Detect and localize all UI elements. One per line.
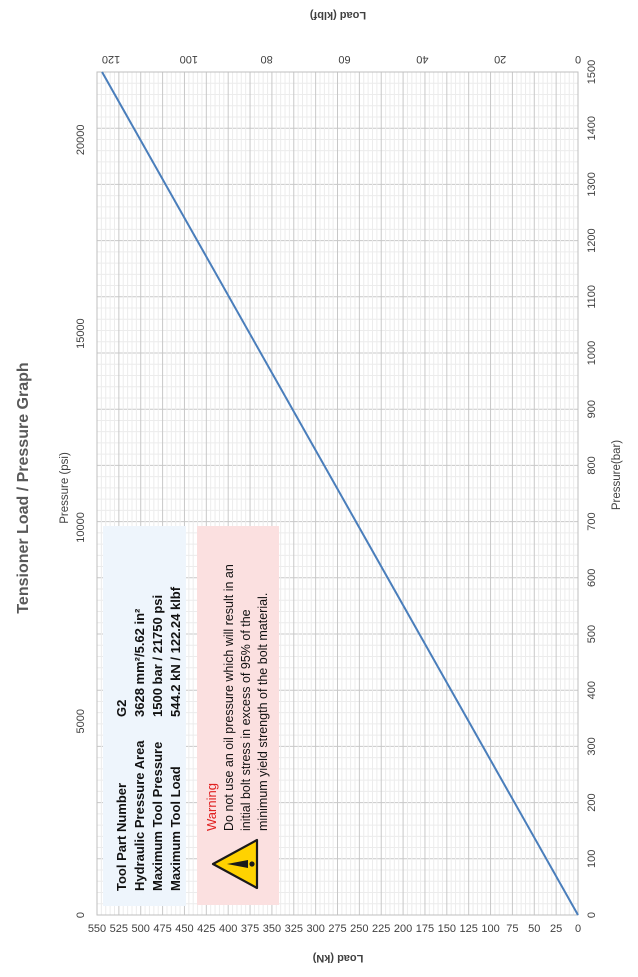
tick-label-pressure-psi: 5000 — [75, 709, 87, 733]
info-row-value: 544.2 kN / 122.24 klbf — [168, 586, 183, 717]
titles: Tensioner Load / Pressure Graph Pressure … — [15, 9, 623, 964]
tick-label-load-kn: 500 — [132, 923, 150, 935]
tick-label-pressure-bar: 400 — [586, 681, 598, 699]
tick-label-load-kn: 400 — [219, 923, 237, 935]
tick-label-load-klbf: 20 — [494, 53, 506, 65]
tick-label-pressure-bar: 300 — [586, 737, 598, 755]
tick-label-pressure-bar: 1300 — [586, 172, 598, 196]
info-row-label: Maximum Tool Pressure — [150, 742, 165, 891]
tick-label-pressure-psi: 20000 — [75, 125, 87, 156]
tick-label-pressure-bar: 1200 — [586, 228, 598, 252]
info-row-label: Maximum Tool Load — [168, 766, 183, 891]
tick-label-load-kn: 75 — [506, 923, 518, 935]
info-row-label: Hydraulic Pressure Area — [132, 740, 147, 891]
tick-label-load-kn: 300 — [306, 923, 324, 935]
axis-label-pressure-psi: Pressure (psi) — [59, 452, 71, 524]
tick-label-load-kn: 175 — [416, 923, 434, 935]
tick-label-pressure-bar: 0 — [586, 912, 598, 918]
axis-label-load-klbf: Load (klbf) — [310, 9, 367, 21]
annotation-boxes: Tool Part Number G2 Hydraulic Pressure Are… — [103, 526, 279, 906]
tick-label-pressure-psi: 15000 — [75, 318, 87, 349]
tick-label-load-kn: 350 — [263, 923, 281, 935]
tick-label-pressure-bar: 1100 — [586, 285, 598, 309]
warning-title: Warning — [204, 783, 219, 831]
plot-area-border — [96, 71, 579, 916]
warning-text-line: initial bolt stress in excess of 95% of … — [239, 609, 253, 831]
info-row-value: 1500 bar / 21750 psi — [150, 595, 165, 717]
tick-label-load-klbf: 120 — [102, 53, 120, 65]
axis-label-load-kn: Load (kN) — [312, 952, 363, 964]
info-row-value: G2 — [114, 700, 129, 717]
tick-label-pressure-bar: 1400 — [586, 116, 598, 140]
tick-label-pressure-bar: 800 — [586, 456, 598, 474]
warning-triangle-icon — [211, 838, 259, 890]
axis-label-pressure-bar: Pressure(bar) — [611, 440, 623, 510]
tick-label-pressure-bar: 200 — [586, 793, 598, 811]
tick-label-load-kn: 200 — [394, 923, 412, 935]
series-line — [101, 71, 579, 916]
tick-label-load-kn: 425 — [197, 923, 215, 935]
tick-label-pressure-bar: 1500 — [586, 60, 598, 84]
tick-label-load-kn: 100 — [481, 923, 499, 935]
tick-label-load-kn: 250 — [350, 923, 368, 935]
tick-label-pressure-bar: 500 — [586, 625, 598, 643]
tick-label-pressure-bar: 100 — [586, 850, 598, 868]
tick-label-load-kn: 0 — [575, 923, 581, 935]
tick-label-load-kn: 25 — [550, 923, 562, 935]
tick-label-load-kn: 50 — [528, 923, 540, 935]
tick-label-load-kn: 225 — [372, 923, 390, 935]
tick-label-load-klbf: 40 — [416, 53, 428, 65]
series-layer — [101, 71, 579, 916]
tick-label-load-kn: 550 — [88, 923, 106, 935]
tick-label-load-kn: 525 — [110, 923, 128, 935]
info-box — [103, 526, 186, 906]
tick-label-load-klbf: 60 — [338, 53, 350, 65]
tick-label-pressure-bar: 900 — [586, 400, 598, 418]
tick-label-load-kn: 375 — [241, 923, 259, 935]
tick-label-pressure-psi: 10000 — [75, 512, 87, 543]
tick-label-load-kn: 450 — [175, 923, 193, 935]
tick-label-load-kn: 275 — [328, 923, 346, 935]
info-row-value: 3628 mm²/5.62 in² — [132, 608, 147, 717]
warning-exclamation-dot — [249, 861, 255, 867]
tick-label-pressure-bar: 600 — [586, 569, 598, 587]
tick-label-load-kn: 125 — [460, 923, 478, 935]
info-row-label: Tool Part Number — [114, 783, 129, 891]
tick-label-load-kn: 325 — [285, 923, 303, 935]
tick-label-pressure-bar: 700 — [586, 512, 598, 530]
warning-text-line: minimum yield strength of the bolt mater… — [256, 593, 270, 831]
tick-label-load-klbf: 100 — [180, 53, 198, 65]
tick-label-load-klbf: 80 — [261, 53, 273, 65]
warning-text-line: Do not use an oil pressure which will re… — [222, 564, 236, 831]
chart-title: Tensioner Load / Pressure Graph — [15, 362, 32, 613]
warning-exclamation-bar — [227, 860, 248, 868]
tick-label-load-kn: 150 — [438, 923, 456, 935]
tick-label-pressure-bar: 1000 — [586, 341, 598, 365]
tick-label-load-kn: 475 — [153, 923, 171, 935]
tick-label-load-klbf: 0 — [575, 53, 581, 65]
tick-labels: 0100200300400500600700800900100011001200… — [75, 53, 598, 935]
warning-box — [197, 526, 279, 905]
tick-label-pressure-psi: 0 — [75, 912, 87, 918]
